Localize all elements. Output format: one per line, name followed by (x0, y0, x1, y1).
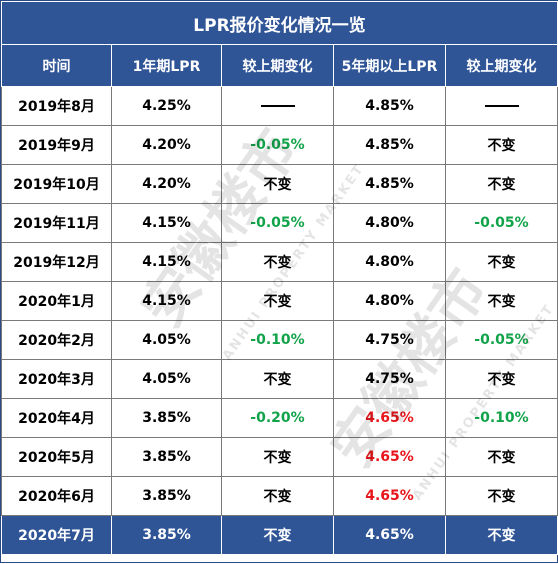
cell-lpr-1y: 4.15% (111, 203, 222, 243)
cell-date: 2019年8月 (1, 86, 112, 126)
cell-lpr-1y: 3.85% (111, 515, 222, 555)
header-date: 时间 (1, 44, 112, 87)
cell-change-5y: -0.10% (445, 398, 558, 438)
cell-lpr-5y: 4.85% (333, 164, 446, 204)
cell-change-5y: 不变 (445, 281, 558, 321)
cell-lpr-1y: 4.20% (111, 125, 222, 165)
dash-no-data (260, 105, 295, 107)
cell-lpr-5y: 4.80% (333, 281, 446, 321)
cell-change-5y: 不变 (445, 125, 558, 165)
table-row: 2020年3月 4.05% 不变 4.75% 不变 (1, 359, 558, 399)
cell-lpr-1y: 4.20% (111, 164, 222, 204)
table-row: 2019年10月 4.20% 不变 4.85% 不变 (1, 164, 558, 204)
cell-change-1y: -0.05% (221, 125, 334, 165)
table-row: 2019年9月 4.20% -0.05% 4.85% 不变 (1, 125, 558, 165)
cell-date: 2020年1月 (1, 281, 112, 321)
table-row: 2020年4月 3.85% -0.20% 4.65% -0.10% (1, 398, 558, 438)
cell-lpr-1y: 4.05% (111, 320, 222, 360)
cell-date: 2020年7月 (1, 515, 112, 555)
cell-lpr-1y: 3.85% (111, 398, 222, 438)
cell-date: 2020年4月 (1, 398, 112, 438)
cell-lpr-5y: 4.65% (333, 476, 446, 516)
table-row: 2019年8月 4.25% 4.85% (1, 86, 558, 126)
cell-change-1y: -0.05% (221, 203, 334, 243)
cell-date: 2019年9月 (1, 125, 112, 165)
table-row: 2020年6月 3.85% 不变 4.65% 不变 (1, 476, 558, 516)
table-row: 2020年7月 3.85% 不变 4.65% 不变 (1, 515, 558, 555)
cell-change-1y: -0.20% (221, 398, 334, 438)
cell-date: 2019年11月 (1, 203, 112, 243)
cell-date: 2019年12月 (1, 242, 112, 282)
cell-lpr-1y: 4.15% (111, 242, 222, 282)
table-title: LPR报价变化情况一览 (1, 1, 558, 45)
cell-change-5y: 不变 (445, 515, 558, 555)
cell-lpr-5y: 4.75% (333, 320, 446, 360)
cell-change-5y (445, 86, 558, 126)
cell-lpr-5y: 4.65% (333, 437, 446, 477)
cell-lpr-5y: 4.85% (333, 125, 446, 165)
table-row: 2020年2月 4.05% -0.10% 4.75% -0.05% (1, 320, 558, 360)
cell-change-1y: 不变 (221, 437, 334, 477)
cell-lpr-1y: 4.15% (111, 281, 222, 321)
cell-lpr-5y: 4.75% (333, 359, 446, 399)
cell-change-5y: 不变 (445, 242, 558, 282)
cell-lpr-1y: 4.05% (111, 359, 222, 399)
cell-lpr-1y: 4.25% (111, 86, 222, 126)
header-change-5y: 较上期变化 (445, 44, 558, 87)
cell-change-5y: 不变 (445, 359, 558, 399)
cell-change-5y: -0.05% (445, 203, 558, 243)
cell-change-5y: 不变 (445, 476, 558, 516)
table-row: 2019年11月 4.15% -0.05% 4.80% -0.05% (1, 203, 558, 243)
cell-date: 2020年3月 (1, 359, 112, 399)
cell-lpr-5y: 4.65% (333, 515, 446, 555)
header-lpr-5y: 5年期以上LPR (333, 44, 446, 87)
cell-date: 2020年6月 (1, 476, 112, 516)
header-change-1y: 较上期变化 (221, 44, 334, 87)
cell-change-1y: 不变 (221, 281, 334, 321)
cell-lpr-1y: 3.85% (111, 437, 222, 477)
cell-lpr-5y: 4.65% (333, 398, 446, 438)
dash-no-data (484, 105, 519, 107)
table-row: 2020年5月 3.85% 不变 4.65% 不变 (1, 437, 558, 477)
cell-change-5y: -0.05% (445, 320, 558, 360)
cell-lpr-5y: 4.85% (333, 86, 446, 126)
cell-change-1y: 不变 (221, 164, 334, 204)
cell-change-5y: 不变 (445, 164, 558, 204)
cell-change-1y (221, 86, 334, 126)
table-row: 2019年12月 4.15% 不变 4.80% 不变 (1, 242, 558, 282)
cell-date: 2019年10月 (1, 164, 112, 204)
cell-change-1y: 不变 (221, 242, 334, 282)
cell-date: 2020年5月 (1, 437, 112, 477)
cell-lpr-5y: 4.80% (333, 203, 446, 243)
cell-date: 2020年2月 (1, 320, 112, 360)
cell-change-1y: 不变 (221, 359, 334, 399)
cell-lpr-5y: 4.80% (333, 242, 446, 282)
cell-change-5y: 不变 (445, 437, 558, 477)
cell-change-1y: 不变 (221, 476, 334, 516)
cell-lpr-1y: 3.85% (111, 476, 222, 516)
table-row: 2020年1月 4.15% 不变 4.80% 不变 (1, 281, 558, 321)
header-lpr-1y: 1年期LPR (111, 44, 222, 87)
cell-change-1y: 不变 (221, 515, 334, 555)
header-row: 时间 1年期LPR 较上期变化 5年期以上LPR 较上期变化 (1, 44, 558, 87)
cell-change-1y: -0.10% (221, 320, 334, 360)
